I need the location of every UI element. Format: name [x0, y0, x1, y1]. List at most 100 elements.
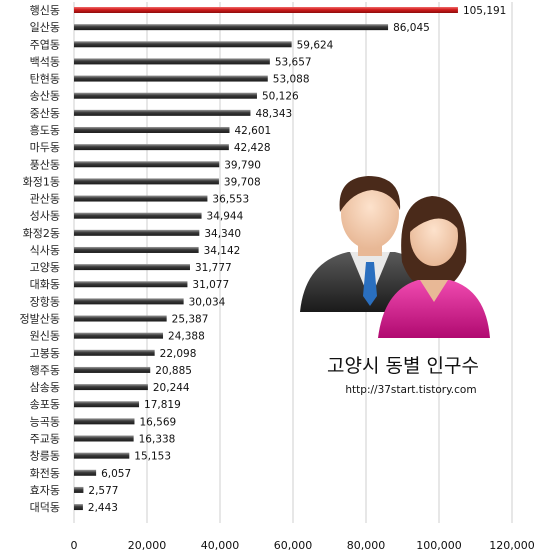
value-label: 59,624	[297, 39, 334, 51]
woman-figure	[378, 196, 490, 338]
value-label: 16,569	[139, 416, 176, 428]
bar	[74, 349, 155, 356]
value-label: 34,944	[207, 211, 244, 223]
category-labels: 행신동일산동주엽동백석동탄현동송산동중산동흥도동마두동풍산동화정1동관산동성사동…	[20, 4, 60, 514]
category-label: 화정2동	[23, 227, 60, 240]
category-label: 식사동	[30, 244, 60, 257]
category-label: 장항동	[30, 295, 60, 308]
x-tick-label: 20,000	[128, 539, 167, 552]
x-tick-label: 100,000	[416, 539, 462, 552]
category-label: 고봉동	[30, 347, 60, 360]
chart-title: 고양시 동별 인구수	[327, 355, 479, 377]
bar	[74, 332, 164, 339]
category-label: 관산동	[30, 193, 60, 206]
value-label: 2,577	[88, 485, 118, 497]
bar	[74, 281, 188, 288]
category-label: 삼송동	[30, 381, 60, 394]
bar	[74, 229, 200, 236]
x-tick-label: 40,000	[201, 539, 240, 552]
value-label: 24,388	[168, 331, 205, 343]
category-label: 일산동	[30, 20, 60, 34]
value-label: 16,338	[139, 434, 176, 446]
category-label: 창릉동	[30, 450, 60, 463]
value-label: 31,777	[195, 262, 232, 274]
bar	[74, 401, 140, 408]
value-label: 39,790	[224, 159, 261, 171]
bar	[74, 161, 220, 168]
chart-subtitle-url: http://37start.tistory.com	[345, 384, 476, 396]
value-label: 53,657	[275, 56, 312, 68]
bar	[74, 418, 135, 425]
value-label: 39,708	[224, 176, 261, 188]
bar	[74, 384, 148, 391]
value-label: 34,340	[204, 228, 241, 240]
value-label: 25,387	[172, 314, 209, 326]
bar	[74, 246, 199, 253]
bar	[74, 315, 167, 322]
category-label: 고양동	[30, 261, 60, 274]
value-label: 50,126	[262, 91, 299, 103]
value-label: 6,057	[101, 468, 131, 480]
value-label: 20,885	[155, 365, 192, 377]
value-label: 17,819	[144, 399, 181, 411]
x-axis-ticks: 0 20,000 40,000 60,000 80,000 100,000 120,000	[71, 539, 535, 552]
bar	[74, 452, 130, 459]
category-label: 송산동	[30, 90, 60, 103]
bar	[74, 92, 257, 99]
bar	[74, 58, 270, 65]
category-label: 화전동	[30, 467, 60, 480]
value-label: 86,045	[393, 22, 430, 34]
category-label: 주엽동	[30, 38, 60, 51]
value-label: 42,601	[234, 125, 271, 137]
bar	[74, 264, 190, 271]
category-label: 화정1동	[23, 175, 60, 188]
value-label: 15,153	[134, 451, 171, 463]
value-label: 30,034	[189, 296, 226, 308]
category-label: 효자동	[30, 484, 60, 497]
bar	[74, 195, 208, 202]
category-label: 주교동	[30, 433, 60, 446]
value-label: 105,191	[463, 5, 506, 17]
category-label: 성사동	[30, 210, 60, 223]
bar	[74, 212, 202, 219]
bar	[74, 126, 230, 133]
category-label: 탄현동	[30, 73, 60, 86]
value-label: 2,443	[88, 502, 118, 514]
people-icon	[300, 176, 490, 338]
category-label: 정발산동	[20, 313, 60, 326]
bar	[74, 178, 219, 185]
x-tick-label: 60,000	[274, 539, 313, 552]
value-label: 36,553	[212, 194, 249, 206]
value-label: 42,428	[234, 142, 271, 154]
category-label: 풍산동	[30, 158, 60, 171]
category-label: 흥도동	[30, 123, 60, 137]
x-tick-label: 120,000	[489, 539, 535, 552]
category-label: 대화동	[30, 278, 60, 291]
x-tick-label: 0	[71, 539, 78, 552]
value-label: 22,098	[160, 348, 197, 360]
bar	[74, 75, 268, 82]
value-label: 34,142	[204, 245, 241, 257]
value-label: 20,244	[153, 382, 190, 394]
bar	[74, 469, 97, 476]
bar	[74, 144, 229, 151]
category-label: 행신동	[30, 4, 60, 17]
value-label: 53,088	[273, 74, 310, 86]
category-label: 원신동	[30, 330, 60, 343]
value-labels: 105,191 86,045 59,624 53,657 53,088 50,126 48,…	[88, 5, 506, 514]
category-label: 백석동	[30, 55, 60, 68]
bar	[74, 504, 83, 511]
bar	[74, 7, 458, 13]
bar	[74, 41, 292, 48]
bar	[74, 109, 251, 116]
bar	[74, 435, 134, 442]
value-label: 31,077	[192, 279, 229, 291]
bars	[74, 7, 458, 511]
category-label: 대덕동	[30, 501, 60, 514]
category-label: 중산동	[30, 107, 60, 120]
bar	[74, 24, 389, 31]
category-label: 송포동	[30, 398, 60, 411]
x-tick-label: 80,000	[347, 539, 386, 552]
